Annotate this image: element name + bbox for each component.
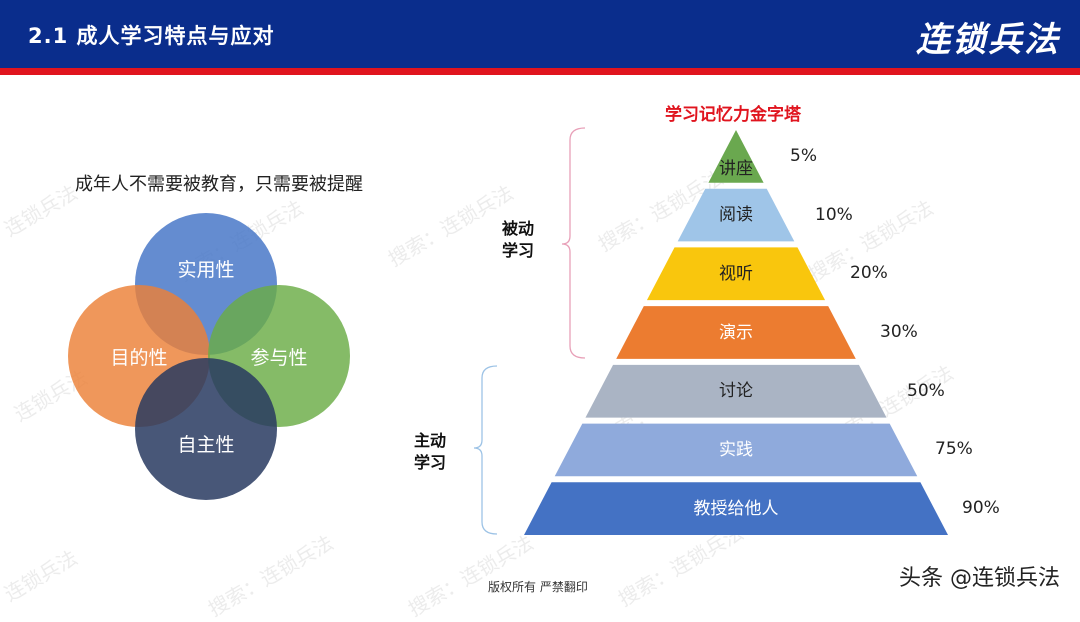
author-credit: 头条 @连锁兵法	[899, 566, 1060, 591]
pyramid-level	[524, 482, 948, 535]
pyramid-level-label: 讲座	[719, 158, 753, 179]
header-accent-stripe	[0, 68, 1080, 75]
pyramid-level-percent: 50%	[907, 380, 945, 401]
venn-circle-autonomy: 自主性	[135, 358, 277, 500]
pyramid-level-percent: 30%	[880, 321, 918, 342]
slide-title: 2.1 成人学习特点与应对	[28, 24, 275, 48]
adult-learning-subtitle: 成年人不需要被教育，只需要被提醒	[75, 174, 363, 195]
brand-logo: 连锁兵法	[916, 20, 1060, 60]
pyramid-level	[585, 364, 887, 418]
active-learning-label: 主动 学习	[413, 431, 446, 472]
passive-bracket	[561, 127, 586, 359]
pyramid-level-percent: 10%	[815, 204, 853, 225]
pyramid-level-label: 实践	[719, 440, 753, 461]
pyramid-level-percent: 75%	[935, 439, 973, 460]
pyramid-level-percent: 20%	[850, 263, 888, 284]
pyramid-level	[554, 423, 918, 477]
pyramid-level-label: 阅读	[719, 205, 753, 226]
copyright-notice: 版权所有 严禁翻印	[488, 580, 588, 594]
pyramid-level-percent: 5%	[790, 145, 817, 166]
passive-learning-label: 被动 学习	[501, 219, 534, 260]
learning-pyramid	[473, 127, 948, 535]
pyramid-level	[616, 306, 856, 359]
pyramid-title: 学习记忆力金字塔	[665, 105, 801, 125]
header-bar	[0, 0, 1080, 68]
pyramid-level-label: 讨论	[719, 381, 753, 402]
pyramid-level-label: 视听	[719, 264, 753, 285]
pyramid-level	[677, 188, 795, 242]
pyramid-level-label: 教授给他人	[693, 498, 779, 519]
active-bracket	[473, 365, 498, 535]
pyramid-level	[646, 247, 826, 301]
pyramid-level-percent: 90%	[962, 498, 1000, 519]
pyramid-level	[708, 130, 764, 183]
pyramid-level-label: 演示	[719, 322, 753, 343]
venn-diagram: 实用性 目的性 参与性 自主性	[60, 210, 360, 520]
